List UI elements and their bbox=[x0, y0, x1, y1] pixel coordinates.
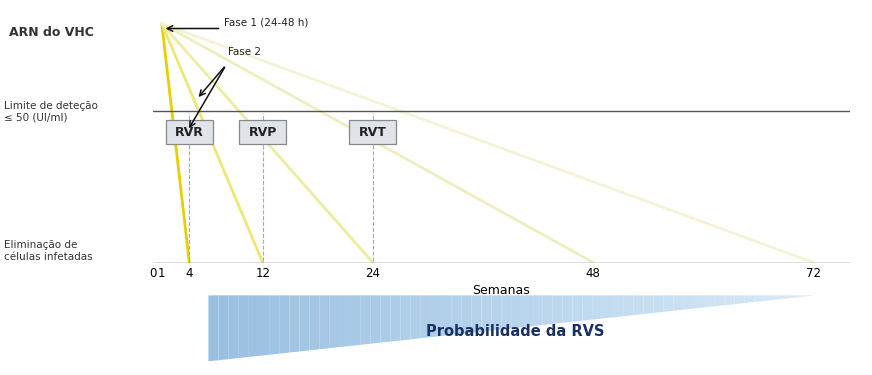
Polygon shape bbox=[239, 296, 249, 358]
Polygon shape bbox=[562, 296, 573, 323]
Polygon shape bbox=[684, 296, 694, 310]
Polygon shape bbox=[552, 296, 562, 324]
Polygon shape bbox=[269, 296, 279, 355]
Polygon shape bbox=[785, 296, 795, 298]
Polygon shape bbox=[451, 296, 461, 335]
Polygon shape bbox=[653, 296, 664, 313]
Polygon shape bbox=[725, 296, 734, 305]
Polygon shape bbox=[492, 296, 501, 330]
Polygon shape bbox=[805, 296, 815, 297]
Polygon shape bbox=[472, 296, 481, 333]
Polygon shape bbox=[603, 296, 613, 318]
X-axis label: Semanas: Semanas bbox=[473, 284, 530, 297]
FancyBboxPatch shape bbox=[239, 120, 286, 144]
Polygon shape bbox=[765, 296, 775, 301]
Text: Limite de deteção
≤ 50 (UI/ml): Limite de deteção ≤ 50 (UI/ml) bbox=[4, 100, 99, 122]
Polygon shape bbox=[290, 296, 299, 352]
Polygon shape bbox=[400, 296, 411, 340]
Polygon shape bbox=[330, 296, 340, 348]
Text: ARN do VHC: ARN do VHC bbox=[9, 26, 93, 39]
Polygon shape bbox=[350, 296, 360, 346]
Polygon shape bbox=[795, 296, 805, 297]
Text: Fase 1 (24-48 h): Fase 1 (24-48 h) bbox=[224, 17, 309, 27]
Polygon shape bbox=[208, 296, 219, 362]
Polygon shape bbox=[371, 296, 380, 344]
Text: RVP: RVP bbox=[249, 126, 277, 139]
Polygon shape bbox=[734, 296, 745, 304]
Polygon shape bbox=[704, 296, 714, 307]
Polygon shape bbox=[775, 296, 785, 300]
Polygon shape bbox=[633, 296, 644, 315]
Polygon shape bbox=[259, 296, 269, 356]
Polygon shape bbox=[532, 296, 542, 326]
Polygon shape bbox=[340, 296, 350, 347]
Polygon shape bbox=[674, 296, 684, 311]
Polygon shape bbox=[411, 296, 421, 339]
Text: RVR: RVR bbox=[175, 126, 204, 139]
Polygon shape bbox=[754, 296, 765, 302]
Polygon shape bbox=[360, 296, 371, 345]
Polygon shape bbox=[279, 296, 290, 354]
Polygon shape bbox=[664, 296, 674, 312]
Polygon shape bbox=[694, 296, 704, 309]
Polygon shape bbox=[481, 296, 492, 332]
FancyBboxPatch shape bbox=[350, 120, 396, 144]
Polygon shape bbox=[613, 296, 623, 317]
Polygon shape bbox=[582, 296, 593, 321]
Polygon shape bbox=[219, 296, 228, 360]
Polygon shape bbox=[391, 296, 400, 342]
Polygon shape bbox=[745, 296, 754, 303]
Polygon shape bbox=[380, 296, 391, 343]
Polygon shape bbox=[320, 296, 330, 349]
Polygon shape bbox=[441, 296, 451, 336]
Polygon shape bbox=[644, 296, 653, 314]
Polygon shape bbox=[299, 296, 310, 351]
Text: Eliminação de
células infetadas: Eliminação de células infetadas bbox=[4, 240, 93, 262]
Polygon shape bbox=[623, 296, 633, 316]
Polygon shape bbox=[512, 296, 522, 328]
Polygon shape bbox=[310, 296, 320, 350]
Polygon shape bbox=[522, 296, 532, 327]
Polygon shape bbox=[421, 296, 431, 338]
Text: RVT: RVT bbox=[359, 126, 387, 139]
Text: Fase 2: Fase 2 bbox=[228, 46, 261, 57]
Polygon shape bbox=[431, 296, 441, 337]
Polygon shape bbox=[542, 296, 552, 325]
Polygon shape bbox=[228, 296, 239, 359]
Polygon shape bbox=[714, 296, 725, 306]
Polygon shape bbox=[461, 296, 472, 334]
Polygon shape bbox=[593, 296, 603, 320]
Polygon shape bbox=[573, 296, 582, 322]
Text: Probabilidade da RVS: Probabilidade da RVS bbox=[426, 324, 604, 339]
Polygon shape bbox=[249, 296, 259, 357]
Polygon shape bbox=[501, 296, 512, 330]
FancyBboxPatch shape bbox=[166, 120, 213, 144]
